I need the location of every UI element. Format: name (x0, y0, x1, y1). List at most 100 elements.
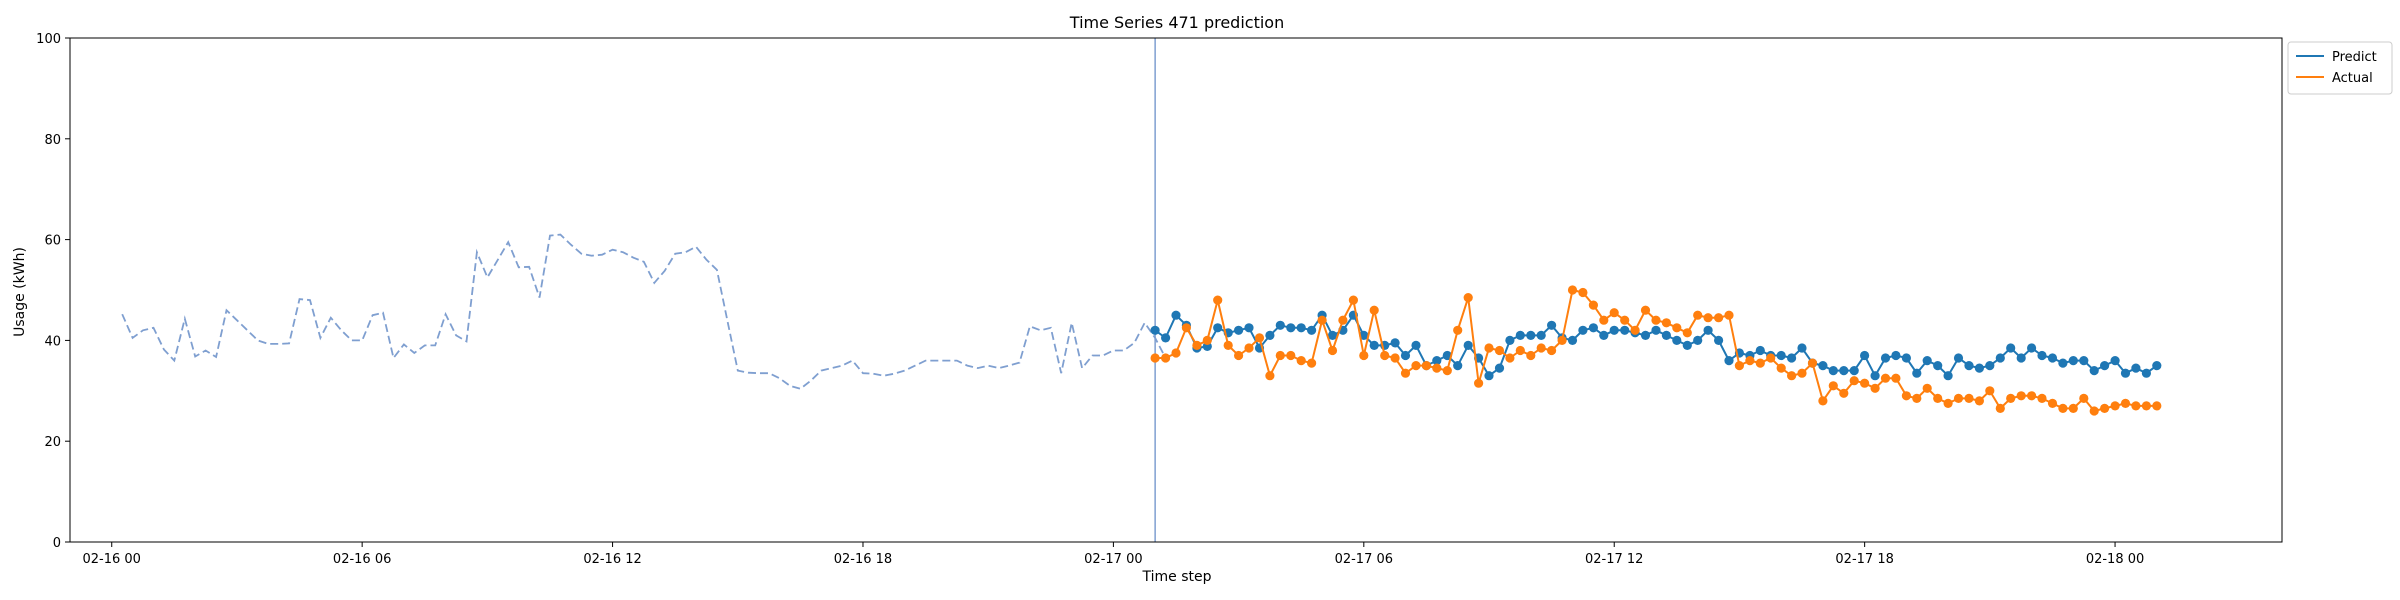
forecast-point (1234, 325, 1244, 335)
actual-point (1338, 315, 1348, 325)
forecast-point (2016, 353, 2026, 363)
actual-point (1254, 333, 1265, 343)
y-tick-label: 40 (44, 334, 61, 349)
forecast-point (1463, 340, 1473, 350)
forecast-point (1724, 356, 1734, 366)
forecast-point (2152, 361, 2162, 371)
actual-point (1369, 305, 1379, 315)
forecast-point (1400, 350, 1411, 361)
forecast-point (1640, 330, 1651, 340)
actual-point (1985, 386, 1995, 396)
actual-point (1745, 356, 1755, 366)
forecast-point (1714, 335, 1724, 345)
actual-point (1964, 393, 1974, 403)
actual-point (1693, 310, 1703, 320)
forecast-point (1369, 340, 1379, 350)
forecast-point (2068, 356, 2078, 366)
actual-point (1150, 353, 1160, 363)
forecast-point (1578, 325, 1588, 335)
actual-point (1202, 335, 1212, 345)
actual-point (1630, 325, 1640, 335)
actual-point (1849, 376, 1859, 386)
y-tick-label: 100 (36, 32, 61, 47)
forecast-point (1244, 323, 1254, 333)
actual-point (1327, 345, 1338, 356)
actual-point (1609, 308, 1619, 318)
actual-point (1192, 340, 1202, 350)
actual-point (1922, 383, 1932, 393)
actual-point (1860, 378, 1870, 388)
forecast-point (2110, 356, 2120, 366)
actual-point (1317, 315, 1327, 325)
actual-point (2152, 401, 2162, 411)
actual-point (1766, 353, 1776, 363)
x-tick-label: 02-17 00 (1084, 552, 1142, 567)
forecast-point (1828, 366, 1838, 376)
actual-point (2141, 401, 2151, 411)
forecast-point (1213, 323, 1223, 333)
actual-point (1463, 293, 1473, 303)
actual-point (1171, 348, 1181, 358)
forecast-point (1150, 325, 1160, 335)
forecast-point (1526, 330, 1536, 340)
forecast-point (1432, 356, 1442, 366)
actual-point (1734, 361, 1744, 371)
forecast-point (1985, 361, 1995, 371)
actual-point (1672, 323, 1682, 333)
forecast-point (2047, 353, 2058, 363)
actual-point (1244, 343, 1254, 353)
forecast-point (1599, 330, 1609, 340)
forecast-point (1995, 353, 2005, 363)
actual-point (1703, 313, 1713, 323)
actual-point (1359, 350, 1369, 361)
actual-point (1661, 318, 1671, 328)
forecast-point (1327, 330, 1338, 340)
forecast-point (1860, 350, 1870, 361)
y-tick-label: 60 (44, 234, 61, 249)
actual-point (1880, 373, 1891, 383)
actual-point (1453, 325, 1463, 335)
axes: 0 20 40 60 80 100 02-16 00 02-16 06 02-16 12 02-1… (36, 32, 2283, 567)
actual-point (1620, 315, 1630, 325)
forecast-point (1484, 371, 1494, 381)
actual-point (2058, 403, 2068, 413)
actual-point (1348, 295, 1358, 305)
forecast-point (1891, 350, 1901, 361)
forecast-point (1964, 361, 1974, 371)
actual-point (1599, 315, 1609, 325)
actual-point (1567, 285, 1578, 295)
forecast-point (2058, 358, 2068, 368)
forecast-point (1849, 366, 1859, 376)
forecast-point (1953, 353, 1964, 363)
forecast-point (1505, 335, 1515, 345)
forecast-point (1880, 353, 1891, 363)
x-tick-label: 02-17 18 (1835, 552, 1893, 567)
actual-point (1776, 363, 1786, 373)
actual-point (1494, 345, 1505, 356)
y-axis-label: Usage (kWh) (12, 247, 28, 337)
x-tick-label: 02-16 06 (333, 552, 391, 567)
forecast-point (2100, 361, 2110, 371)
actual-point (2006, 393, 2016, 403)
forecast-point (2089, 366, 2099, 376)
forecast-point (2131, 363, 2141, 373)
x-tick-label: 02-16 00 (83, 552, 141, 567)
forecast-point (1359, 330, 1369, 340)
forecast-point (1390, 338, 1400, 348)
actual-point (1588, 300, 1598, 310)
chart-title: Time Series 471 prediction (1069, 13, 1284, 32)
actual-point (1275, 350, 1285, 361)
actual-point (1974, 396, 1984, 406)
actual-point (1557, 335, 1567, 345)
forecast-point (1620, 325, 1630, 335)
actual-point (1787, 371, 1797, 381)
actual-point (1933, 393, 1943, 403)
forecast-point (2037, 350, 2047, 361)
forecast-point (1974, 363, 1984, 373)
actual-point (2100, 403, 2110, 413)
actual-point (1484, 343, 1494, 353)
y-tick-label: 80 (44, 133, 61, 148)
forecast-point (1161, 333, 1171, 343)
actual-point (1161, 353, 1171, 363)
